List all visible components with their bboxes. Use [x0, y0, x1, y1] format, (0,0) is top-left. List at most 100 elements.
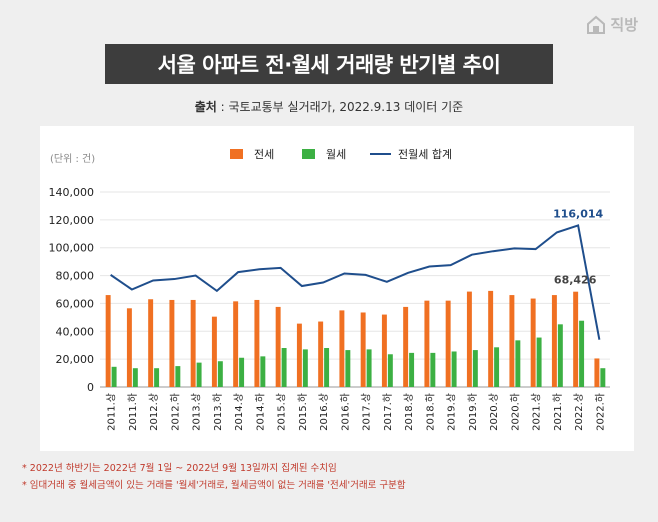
y-tick-label: 40,000 — [56, 325, 95, 338]
bar-월세 — [196, 362, 202, 387]
y-tick-label: 0 — [87, 381, 94, 394]
x-tick-label: 2017.상 — [361, 393, 373, 431]
bar-월세 — [260, 356, 266, 387]
x-tick-label: 2018.상 — [403, 393, 415, 431]
bar-전세 — [360, 312, 366, 387]
x-tick-label: 2020.상 — [488, 393, 500, 431]
y-tick-label: 120,000 — [49, 214, 95, 227]
bar-월세 — [345, 350, 351, 387]
bar-월세 — [217, 361, 223, 387]
x-tick-label: 2015.하 — [296, 393, 309, 431]
bar-전세 — [296, 323, 302, 387]
bar-전세 — [190, 299, 196, 387]
bar-월세 — [132, 368, 138, 387]
bar-월세 — [536, 337, 542, 387]
data-label: 116,014 — [553, 207, 603, 220]
x-tick-label: 2020.하 — [508, 393, 521, 431]
x-tick-label: 2019.하 — [466, 393, 479, 431]
line-전월세 합계 — [110, 224, 601, 340]
y-tick-label: 60,000 — [56, 297, 95, 310]
bar-월세 — [515, 340, 521, 387]
bar-전세 — [530, 298, 536, 387]
x-tick-label: 2022.하 — [593, 393, 606, 431]
y-tick-label: 20,000 — [56, 353, 95, 366]
bar-월세 — [111, 366, 117, 387]
bar-전세 — [466, 291, 472, 387]
x-tick-label: 2012.하 — [168, 393, 181, 431]
chart-title: 서울 아파트 전·월세 거래량 반기별 추이 — [105, 44, 553, 84]
bar-월세 — [281, 348, 287, 387]
x-tick-label: 2011.하 — [126, 393, 139, 431]
x-tick-label: 2016.상 — [318, 393, 330, 431]
y-tick-label: 80,000 — [56, 270, 95, 283]
legend-swatch — [302, 149, 315, 159]
bar-월세 — [366, 349, 372, 387]
bar-전세 — [509, 295, 515, 387]
bar-전세 — [445, 300, 451, 387]
x-tick-label: 2013.하 — [211, 393, 224, 431]
bar-전세 — [381, 314, 387, 387]
bar-전세 — [169, 299, 175, 387]
legend-label: 전세 — [254, 148, 274, 161]
bar-전세 — [488, 290, 494, 387]
bar-전세 — [403, 306, 409, 387]
y-tick-label: 140,000 — [49, 186, 95, 199]
x-tick-label: 2016.하 — [338, 393, 351, 431]
x-tick-label: 2012.상 — [148, 393, 160, 431]
brand-logo: 직방 — [586, 14, 638, 35]
x-tick-label: 2018.하 — [423, 393, 436, 431]
source-label: 출처 — [194, 100, 217, 114]
bar-전세 — [573, 291, 579, 387]
bar-월세 — [154, 368, 160, 387]
bar-월세 — [600, 368, 606, 387]
bar-월세 — [324, 348, 330, 387]
x-tick-label: 2011.상 — [106, 393, 118, 431]
bar-전세 — [275, 306, 281, 387]
unit-label: (단위 : 건) — [50, 152, 95, 165]
bar-전세 — [594, 358, 600, 387]
y-tick-label: 100,000 — [49, 242, 95, 255]
bar-월세 — [175, 366, 181, 387]
bar-전세 — [339, 310, 345, 387]
bar-전세 — [148, 299, 154, 387]
bar-월세 — [239, 357, 245, 387]
bar-전세 — [424, 300, 430, 387]
x-tick-label: 2015.상 — [276, 393, 288, 431]
house-icon — [587, 15, 606, 34]
data-label: 68,426 — [554, 274, 597, 287]
legend-swatch — [230, 149, 243, 159]
bar-월세 — [451, 351, 457, 387]
bar-월세 — [430, 352, 436, 387]
footnote-2: * 임대거래 중 월세금액이 있는 거래를 '월세'거래로, 월세금액이 없는 … — [22, 480, 406, 491]
x-tick-label: 2017.하 — [381, 393, 394, 431]
bar-월세 — [387, 354, 393, 387]
source-text: : 국토교통부 실거래가, 2022.9.13 데이터 기준 — [216, 100, 464, 114]
x-tick-label: 2013.상 — [191, 393, 203, 431]
bar-월세 — [557, 324, 563, 387]
source-line: 출처 : 국토교통부 실거래가, 2022.9.13 데이터 기준 — [0, 98, 658, 115]
x-tick-label: 2021.상 — [531, 393, 543, 431]
footnote-1: * 2022년 하반기는 2022년 7월 1일 ~ 2022년 9월 13일까… — [22, 463, 337, 474]
bar-월세 — [409, 352, 415, 387]
x-tick-label: 2022.상 — [573, 393, 585, 431]
x-tick-label: 2019.상 — [446, 393, 458, 431]
bar-전세 — [254, 299, 260, 387]
bar-월세 — [472, 350, 478, 387]
chart-card: (단위 : 건) 0 20,000 40,000 60,000 80,000 100,000… — [40, 126, 634, 451]
bar-전세 — [551, 295, 557, 387]
bar-전세 — [126, 308, 132, 387]
bar-전세 — [211, 316, 217, 387]
chart-svg: (단위 : 건) 0 20,000 40,000 60,000 80,000 100,000… — [49, 148, 610, 431]
x-tick-label: 2014.상 — [233, 393, 245, 431]
legend-label: 월세 — [326, 148, 346, 161]
bar-월세 — [579, 320, 585, 387]
x-tick-label: 2021.하 — [551, 393, 564, 431]
brand-name: 직방 — [610, 16, 638, 34]
bar-월세 — [302, 349, 308, 387]
bar-월세 — [494, 347, 500, 387]
bar-전세 — [105, 295, 111, 387]
x-tick-label: 2014.하 — [253, 393, 266, 431]
bar-전세 — [233, 301, 239, 387]
legend-label: 전월세 합계 — [398, 148, 452, 161]
bar-전세 — [318, 321, 324, 387]
